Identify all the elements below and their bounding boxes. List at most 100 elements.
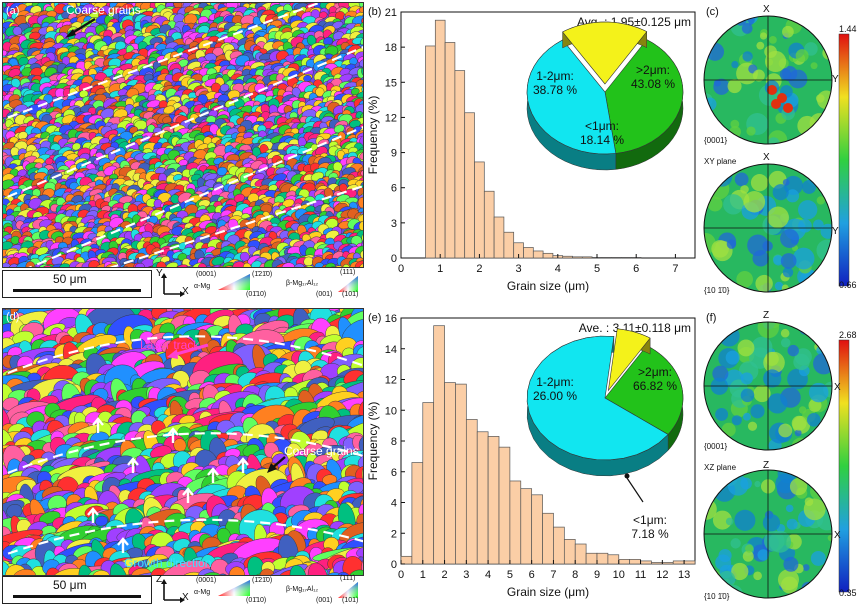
y-tick-label: 8 [391,436,397,448]
grain [27,266,40,267]
colorbar-c-min: 0.66 [839,280,857,290]
intensity-blob [740,372,753,385]
grain [3,117,5,125]
grain [332,265,344,267]
histogram-bar [400,555,413,565]
grain [3,158,5,167]
intensity-blob [796,16,806,22]
grain [45,157,54,165]
x-tick-label: 0 [398,263,404,275]
pf-f2-name: {10 1̄0} [704,592,730,601]
scale-bar-line-d [13,595,141,598]
grain [208,264,223,267]
intensity-blob [742,412,751,421]
intensity-blob [721,422,736,437]
y-tick-label: 6 [391,467,397,479]
axis-label-vertical-d: Z [156,574,163,585]
histogram-bar [585,552,598,565]
intensity-blob [810,62,818,70]
x-axis-label: Grain size (μm) [507,279,589,293]
ebsd-grain-map-a [3,3,363,267]
ipf-beta-d: β-Mg₁₇Al₁₂ [286,586,319,593]
ebsd-map-a [2,2,364,268]
arrowhead-coarse-grains-a [65,29,76,38]
intensity-blob [727,474,749,496]
ipf-101-d: (101) [342,597,359,604]
panel-label-d: (d) [6,311,20,323]
histogram-bar [487,436,500,565]
scale-bar-label-d: 50 μm [53,578,87,592]
x-tick-label: 1 [420,569,426,581]
intensity-blob [787,344,799,357]
pf-c1-name: {0001} [704,136,728,145]
intensity-blob [825,440,832,449]
histogram-bar [434,19,446,259]
x-tick-label: 6 [529,569,535,581]
intensity-blob [813,352,832,375]
intensity-blob [786,518,798,530]
grain [359,135,363,147]
intensity-blob [740,388,755,403]
intensity-blob [802,591,812,598]
intensity-blob [757,549,769,561]
intensity-blob [802,564,810,571]
histogram-bar [474,161,485,259]
y-tick-label: 12 [385,112,397,124]
x-tick-label: 11 [635,569,646,581]
intensity-blob [755,274,773,292]
intensity-peak [771,99,781,109]
pie-label: <1μm: [585,119,619,133]
grain [342,264,351,267]
x-tick-label: 2 [441,569,447,581]
intensity-blob [809,113,830,133]
pie-value: 18.14 % [580,133,624,147]
intensity-blob [810,483,826,500]
intensity-blob [793,353,810,371]
pf-c2-right: Y [832,226,839,237]
histogram-bar [454,70,466,259]
grain [3,135,6,146]
intensity-blob [816,476,826,486]
intensity-blob [816,94,825,103]
histogram-bar [425,45,436,259]
grain [216,166,228,176]
intensity-blob [791,415,807,431]
intensity-blob [763,369,782,388]
grain [325,262,336,267]
grain [41,265,54,267]
pf-c1-right: Y [832,74,839,85]
y-tick-label: 6 [391,183,397,195]
scale-bar-line-a [13,289,141,292]
pie-label: <1μm: [633,513,667,527]
ipf-111-d: (111) [340,575,356,582]
grain [361,65,363,78]
intensity-blob [704,569,722,588]
histogram-bar [444,42,456,259]
coordinate-axes-d: Z X [156,574,189,604]
pf-c2-name: {10 1̄0} [704,286,730,295]
intensity-blob [791,437,810,450]
ipf-legend-a: (0001) (1̄21̄0) (01̄10) α-Mg β-Mg₁₇Al₁₂ … [190,269,362,300]
x-tick-label: 7 [550,569,556,581]
histogram-bar [542,252,554,259]
histogram-bar [422,402,435,565]
grain [359,151,363,161]
intensity-blob [725,350,740,365]
histogram-bar [532,250,544,259]
intensity-blob [781,576,798,594]
intensity-blob [782,178,790,186]
pf-c-plane: XY plane [704,157,737,166]
histogram-bar [672,560,685,565]
intensity-blob [816,134,832,144]
grain [221,265,236,267]
grain [301,3,314,4]
grain [350,88,360,96]
histogram-bar [433,325,445,565]
intensity-blob [798,218,812,233]
histogram-bar [574,543,587,565]
intensity-blob [704,16,713,31]
intensity-blob [706,164,724,182]
pie-value: 43.08 % [631,77,675,91]
intensity-blob [725,517,734,526]
